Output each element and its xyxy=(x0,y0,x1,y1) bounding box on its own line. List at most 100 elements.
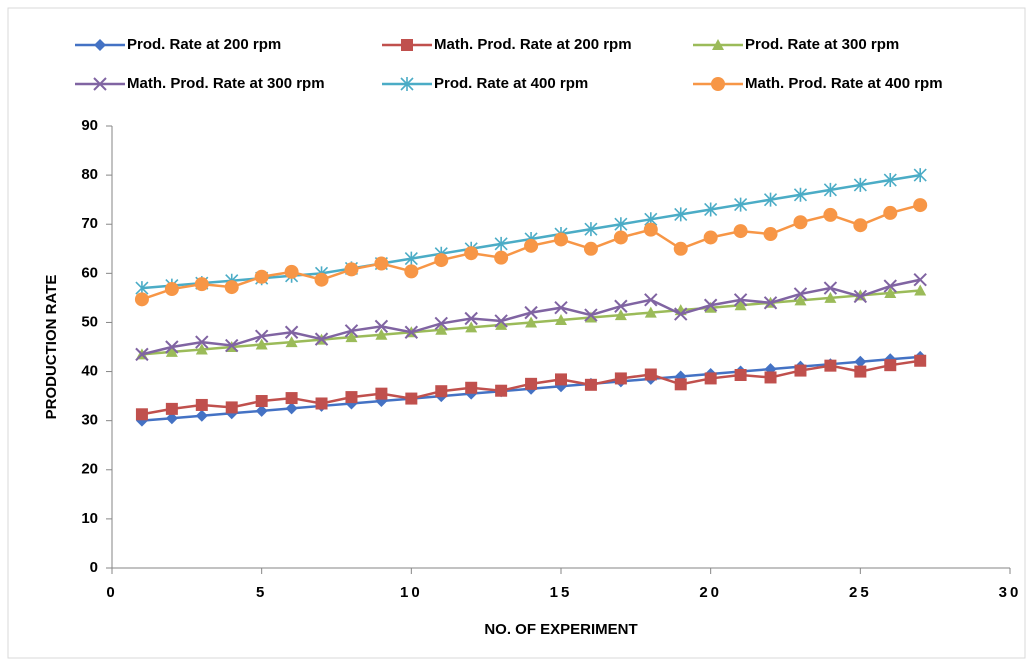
chart-border xyxy=(7,7,1026,659)
data-point xyxy=(254,329,269,343)
data-point xyxy=(704,202,718,217)
data-point xyxy=(375,387,388,400)
data-point xyxy=(764,371,777,384)
data-point xyxy=(613,230,628,245)
data-point xyxy=(704,301,717,313)
data-point xyxy=(674,378,687,391)
x-tick-label: 30 xyxy=(999,584,1022,601)
legend-marker xyxy=(712,39,724,50)
data-point xyxy=(793,215,808,230)
x-tick-label: 0 xyxy=(106,584,117,601)
data-point xyxy=(913,273,927,287)
x-tick-label: 5 xyxy=(256,584,267,601)
data-point xyxy=(345,331,358,343)
data-point xyxy=(285,392,298,405)
data-point xyxy=(284,264,299,279)
data-point xyxy=(434,316,448,331)
data-point xyxy=(135,347,149,362)
data-point xyxy=(853,177,867,192)
data-point xyxy=(584,378,597,391)
data-point xyxy=(345,391,358,404)
data-point xyxy=(554,301,568,315)
data-point xyxy=(824,359,837,372)
data-point xyxy=(195,398,208,411)
data-point xyxy=(644,293,658,307)
data-point xyxy=(374,319,389,334)
y-tick-label: 20 xyxy=(81,461,98,478)
data-point xyxy=(314,332,329,346)
data-point xyxy=(703,230,718,245)
data-point xyxy=(823,182,837,197)
data-point xyxy=(494,250,509,265)
data-point xyxy=(674,207,688,222)
y-tick-label: 80 xyxy=(81,166,98,183)
x-tick-label: 10 xyxy=(400,584,423,601)
data-point xyxy=(854,355,867,368)
data-point xyxy=(404,325,419,339)
data-point xyxy=(883,205,898,220)
data-point xyxy=(673,241,688,256)
data-point xyxy=(434,253,449,268)
legend-label: Prod. Rate at 400 rpm xyxy=(434,75,588,92)
data-point xyxy=(495,318,508,330)
data-point xyxy=(525,377,538,390)
y-axis-label: PRODUCTION RATE xyxy=(43,275,60,420)
data-point xyxy=(344,262,359,277)
data-point xyxy=(494,236,508,251)
data-point xyxy=(763,227,778,242)
data-point xyxy=(135,408,148,421)
data-point xyxy=(824,291,837,303)
data-point xyxy=(405,392,418,405)
data-point xyxy=(194,277,209,292)
data-point xyxy=(404,264,419,279)
data-point xyxy=(285,336,298,348)
data-point xyxy=(644,306,657,318)
data-point xyxy=(734,299,747,311)
data-point xyxy=(374,256,389,271)
data-point xyxy=(883,173,897,188)
data-point xyxy=(763,192,778,207)
data-point xyxy=(793,187,808,202)
data-point xyxy=(853,289,868,304)
data-point xyxy=(884,286,897,298)
data-point xyxy=(914,284,927,296)
data-point xyxy=(763,296,778,310)
data-point xyxy=(375,328,388,340)
x-tick-label: 20 xyxy=(699,584,722,601)
data-point xyxy=(913,168,927,183)
data-point xyxy=(465,321,478,333)
data-point xyxy=(344,324,359,338)
data-point xyxy=(643,222,658,237)
y-tick-label: 30 xyxy=(81,412,98,429)
data-point xyxy=(883,279,897,293)
data-point xyxy=(525,316,538,328)
data-point xyxy=(854,365,867,378)
data-point xyxy=(614,372,627,385)
data-point xyxy=(195,409,208,422)
data-point xyxy=(794,294,807,306)
data-point xyxy=(703,298,718,312)
data-point xyxy=(404,251,418,266)
data-point xyxy=(704,372,717,385)
legend-marker xyxy=(711,77,725,91)
data-point xyxy=(255,338,268,350)
data-point xyxy=(734,197,748,212)
data-point xyxy=(554,232,568,247)
data-point xyxy=(195,335,209,349)
data-point xyxy=(555,313,567,325)
legend-marker xyxy=(400,77,414,91)
data-point xyxy=(435,323,448,335)
data-point xyxy=(674,307,688,321)
data-point xyxy=(584,308,598,322)
legend-label: Math. Prod. Rate at 200 rpm xyxy=(434,36,632,53)
data-point xyxy=(524,305,538,320)
data-point xyxy=(823,281,838,295)
data-point xyxy=(793,287,808,301)
legend-marker xyxy=(401,39,413,51)
data-point xyxy=(914,354,927,367)
y-tick-label: 40 xyxy=(81,363,98,380)
data-point xyxy=(464,246,479,261)
data-point xyxy=(644,368,657,381)
y-tick-label: 10 xyxy=(81,510,98,527)
